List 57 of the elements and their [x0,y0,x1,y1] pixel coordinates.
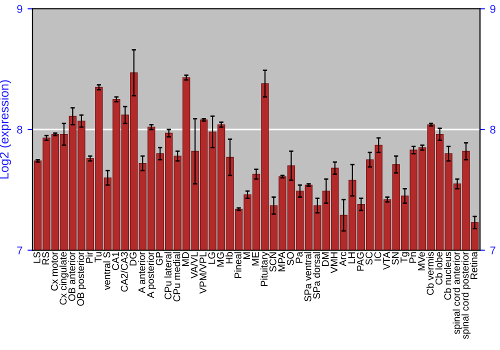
y2-tick-label: 7 [490,246,496,254]
x-tick-label: CA1 [112,252,120,270]
x-tick-label: SN [392,252,399,265]
x-tick-label: CPu medial [173,252,180,302]
x-tick-label: ME [252,252,259,266]
x-tick-label: CA2/CA3 [120,252,128,292]
x-tick-label: DM [322,252,329,266]
x-tick-label: Cb lobe [435,252,442,285]
x-tick-label: CPu lateral [164,252,172,300]
x-tick-label: ventral S [103,252,110,290]
x-tick-label: spinal cord posterior [461,252,471,339]
x-tick-label: Pituitary [260,252,270,286]
y2-tick-label: 9 [490,5,496,13]
x-tick-label: MD [182,252,189,266]
x-tick-label: LH [348,252,355,264]
y-tick-label: 7 [17,246,22,254]
x-tick-label: PAG [356,252,364,271]
x-tick-label: Arc [339,252,346,266]
x-tick-label: Pir [86,252,93,263]
x-tick-label: SO [286,252,294,266]
x-tick-label: LG [208,252,216,264]
x-tick-label: SPa dorsal [312,252,320,299]
x-tick-label: A anterior [138,252,146,294]
x-tick-label: M [243,252,250,259]
x-tick-label: Pn [409,252,416,263]
x-tick-label: VA/VL [190,252,198,278]
x-tick-label: RS [42,252,50,264]
x-tick-label: Cb nucleus [444,252,452,300]
x-tick-label: SPa ventral [304,252,312,302]
x-tick-label: A posterior [146,252,156,298]
x-tick-label: OB posterior [76,252,86,306]
x-tick-label: VTA [383,252,390,270]
x-tick-label: LS [33,252,40,263]
x-tick-label: VMH [330,252,338,274]
x-tick-label: MPA [278,252,285,272]
x-tick-label: MG [217,252,224,266]
x-tick-label: Tu [94,252,102,262]
x-tick-label: Cx motor [50,252,58,291]
x-tick-label: Tg [400,252,410,263]
y2-tick-label: 8 [490,126,496,134]
x-tick-label: GP [156,252,163,266]
x-tick-label: MVe [418,252,425,270]
x-tick-label: IC [374,252,382,260]
x-tick-label: Cb vermis [426,252,434,295]
x-tick-label: DG [130,252,136,266]
x-tick-label: Pa [296,252,303,263]
x-tick-label: SCN [269,252,276,272]
x-tick-label: Retina [470,252,478,279]
x-tick-label: VPM/VPL [199,252,206,294]
y-tick-label: 9 [17,5,22,13]
x-tick-label: Hb [226,252,233,264]
x-tick-label: spinal cord anterior [452,252,462,334]
x-tick-label: SC [366,252,372,265]
x-tick-label: OB anterior [68,252,76,301]
x-tick-label: Cx cingulate [59,252,68,305]
x-tick-label: Pineal [234,252,242,278]
y-tick-label: 8 [17,126,22,134]
